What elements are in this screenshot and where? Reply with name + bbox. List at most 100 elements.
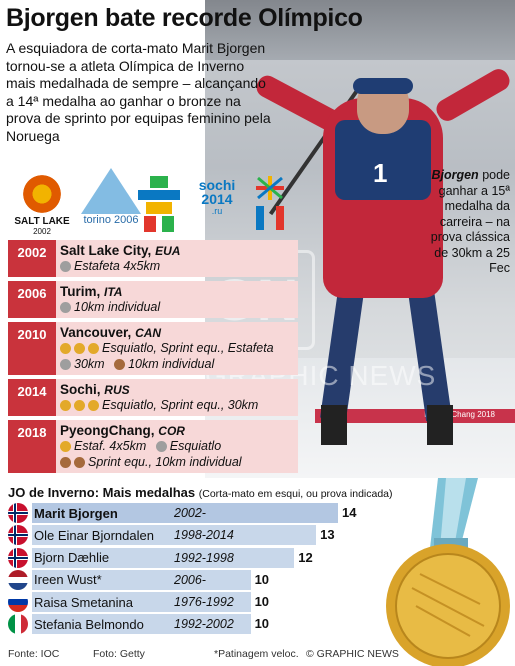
medal-table-row: Stefania Belmondo 1992-2002 10: [8, 614, 368, 635]
gold-medal-illustration: [386, 478, 510, 666]
bib-number: 1: [373, 158, 388, 188]
athlete-years: 1992-2002: [174, 617, 234, 632]
gold-medal-icon: [88, 342, 99, 354]
bronze-medal-icon: [60, 456, 71, 468]
game-place: Turim, ITA: [60, 284, 294, 299]
medal-count: 10: [254, 616, 270, 632]
vancouver-logo: [136, 176, 182, 232]
silver-medal-icon: [60, 301, 71, 313]
sochi-logo-line2: 2014: [201, 191, 233, 207]
game-2014: 2014 Sochi, RUS Esquiatlo, Sprint equ., …: [8, 379, 298, 416]
medal-bar: [32, 525, 317, 546]
athlete-name: Bjorn Dæhlie: [34, 550, 110, 566]
game-country: RUS: [104, 383, 130, 397]
event-text: Esquiatlo: [169, 439, 222, 453]
games-list: 2002 Salt Lake City, EUA Estafeta 4x5km …: [8, 240, 298, 477]
torino-logo: torino 2006: [78, 168, 144, 234]
medal-bar: [32, 569, 251, 590]
medal-table-row: Marit Bjorgen 2002- 14: [8, 503, 368, 523]
medal-bar: [32, 547, 295, 568]
norway-flag-icon: [8, 503, 28, 523]
snowflake-icon: [20, 172, 64, 216]
torino-logo-text: torino 2006: [83, 214, 139, 226]
game-year: 2002: [8, 240, 56, 277]
athlete-name: Raisa Smetanina: [34, 594, 133, 610]
game-country: CAN: [135, 326, 162, 340]
mountain-icon: [81, 168, 141, 214]
medal-table-row: Ole Einar Bjorndalen 1998-2014 13: [8, 525, 368, 546]
gold-medal-icon: [74, 342, 85, 354]
russia-flag-icon: [8, 592, 28, 613]
athlete-boot-left: [321, 405, 347, 445]
sochi-logo-line3: .ru: [211, 206, 223, 216]
game-year: 2010: [8, 322, 56, 375]
intro-text: A esquiadora de corta-mato Marit Bjorgen…: [6, 40, 271, 144]
game-city: Salt Lake City,: [60, 243, 152, 258]
salt-lake-logo-line1: SALT LAKE: [14, 216, 70, 227]
athlete-years: 1976-1992: [174, 595, 234, 610]
medal-table-row: Raisa Smetanina 1976-1992 10: [8, 592, 368, 613]
athlete-years: 1998-2014: [174, 528, 234, 543]
medal-table-title: JO de Inverno: Mais medalhas (Corta-mato…: [8, 485, 393, 500]
pyeongchang-emblem-icon: [256, 176, 284, 230]
event-line: Sprint equ., 10km individual: [60, 454, 294, 470]
event-text: 30km: [74, 357, 105, 371]
game-year: 2006: [8, 281, 56, 318]
medal-count: 13: [320, 527, 335, 543]
game-2010: 2010 Vancouver, CAN Esquiatlo, Sprint eq…: [8, 322, 298, 375]
game-country: COR: [158, 424, 185, 438]
athlete-name: Ole Einar Bjorndalen: [34, 527, 154, 543]
medal-table-row: Bjorn Dæhlie 1992-1998 12: [8, 547, 368, 568]
gold-medal-icon: [60, 342, 71, 354]
medal-table: Marit Bjorgen 2002- 14 Ole Einar Bjorndalen…: [8, 503, 368, 637]
event-line: Estafeta 4x5km: [60, 258, 294, 274]
game-place: PyeongChang, COR: [60, 423, 294, 438]
inukshuk-icon: [138, 176, 180, 232]
athlete-name: Stefania Belmondo: [34, 616, 144, 632]
athlete-arm-right: [432, 65, 514, 125]
footer-note: *Patinagem veloc.: [214, 648, 299, 660]
event-text: Esquiatlo, Sprint equ., Estafeta: [102, 341, 274, 355]
event-line: Esquiatlo, Sprint equ., 30km: [60, 397, 294, 413]
sochi-logo-line1: sochi: [198, 177, 236, 193]
event-text: Estaf. 4x5km: [74, 439, 147, 453]
side-note-text: pode ganhar a 15ª medalha da carreira – …: [430, 168, 510, 275]
event-line: 10km individual: [60, 299, 294, 315]
event-line: Estaf. 4x5km Esquiatlo: [60, 438, 294, 454]
athlete-name: Ireen Wust*: [34, 572, 102, 588]
event-text: 10km individual: [128, 357, 215, 371]
medal-count: 10: [254, 571, 270, 587]
norway-flag-icon: [8, 525, 28, 546]
medal-count: 14: [342, 505, 357, 520]
game-2002: 2002 Salt Lake City, EUA Estafeta 4x5km: [8, 240, 298, 277]
game-place: Vancouver, CAN: [60, 325, 294, 340]
event-line: Esquiatlo, Sprint equ., Estafeta: [60, 340, 294, 356]
event-text: Sprint equ., 10km individual: [88, 455, 242, 469]
page-title: Bjorgen bate recorde Olímpico: [6, 4, 363, 32]
side-note: Bjorgen pode ganhar a 15ª medalha da car…: [418, 168, 510, 277]
gold-medal-icon: [88, 399, 99, 411]
event-text: 10km individual: [74, 300, 161, 314]
event-text: Esquiatlo, Sprint equ., 30km: [102, 398, 259, 412]
medal-table-subtitle: (Corta-mato em esqui, ou prova indicada): [198, 488, 393, 500]
athlete-boot-right: [427, 405, 453, 445]
medal-table-heading: JO de Inverno: Mais medalhas: [8, 485, 196, 500]
gold-medal-icon: [74, 399, 85, 411]
bronze-medal-icon: [74, 456, 85, 468]
photo-banner: PyeongChang 2018: [315, 409, 515, 423]
footer-source: Fonte: IOC: [8, 648, 60, 660]
game-place: Salt Lake City, EUA: [60, 243, 294, 258]
athlete-years: 1992-1998: [174, 550, 234, 565]
game-city: Turim,: [60, 284, 101, 299]
game-place: Sochi, RUS: [60, 382, 294, 397]
game-year: 2014: [8, 379, 56, 416]
side-note-name: Bjorgen: [431, 168, 479, 182]
salt-lake-logo-line2: 2002: [33, 227, 51, 236]
game-city: Vancouver,: [60, 325, 132, 340]
sochi-logo: sochi 2014 .ru: [190, 178, 244, 232]
medal-bar: [32, 614, 251, 635]
game-year: 2018: [8, 420, 56, 473]
athlete-headband: [353, 78, 413, 94]
medal-table-row: Ireen Wust* 2006- 10: [8, 569, 368, 590]
medal-count: 12: [298, 549, 313, 565]
